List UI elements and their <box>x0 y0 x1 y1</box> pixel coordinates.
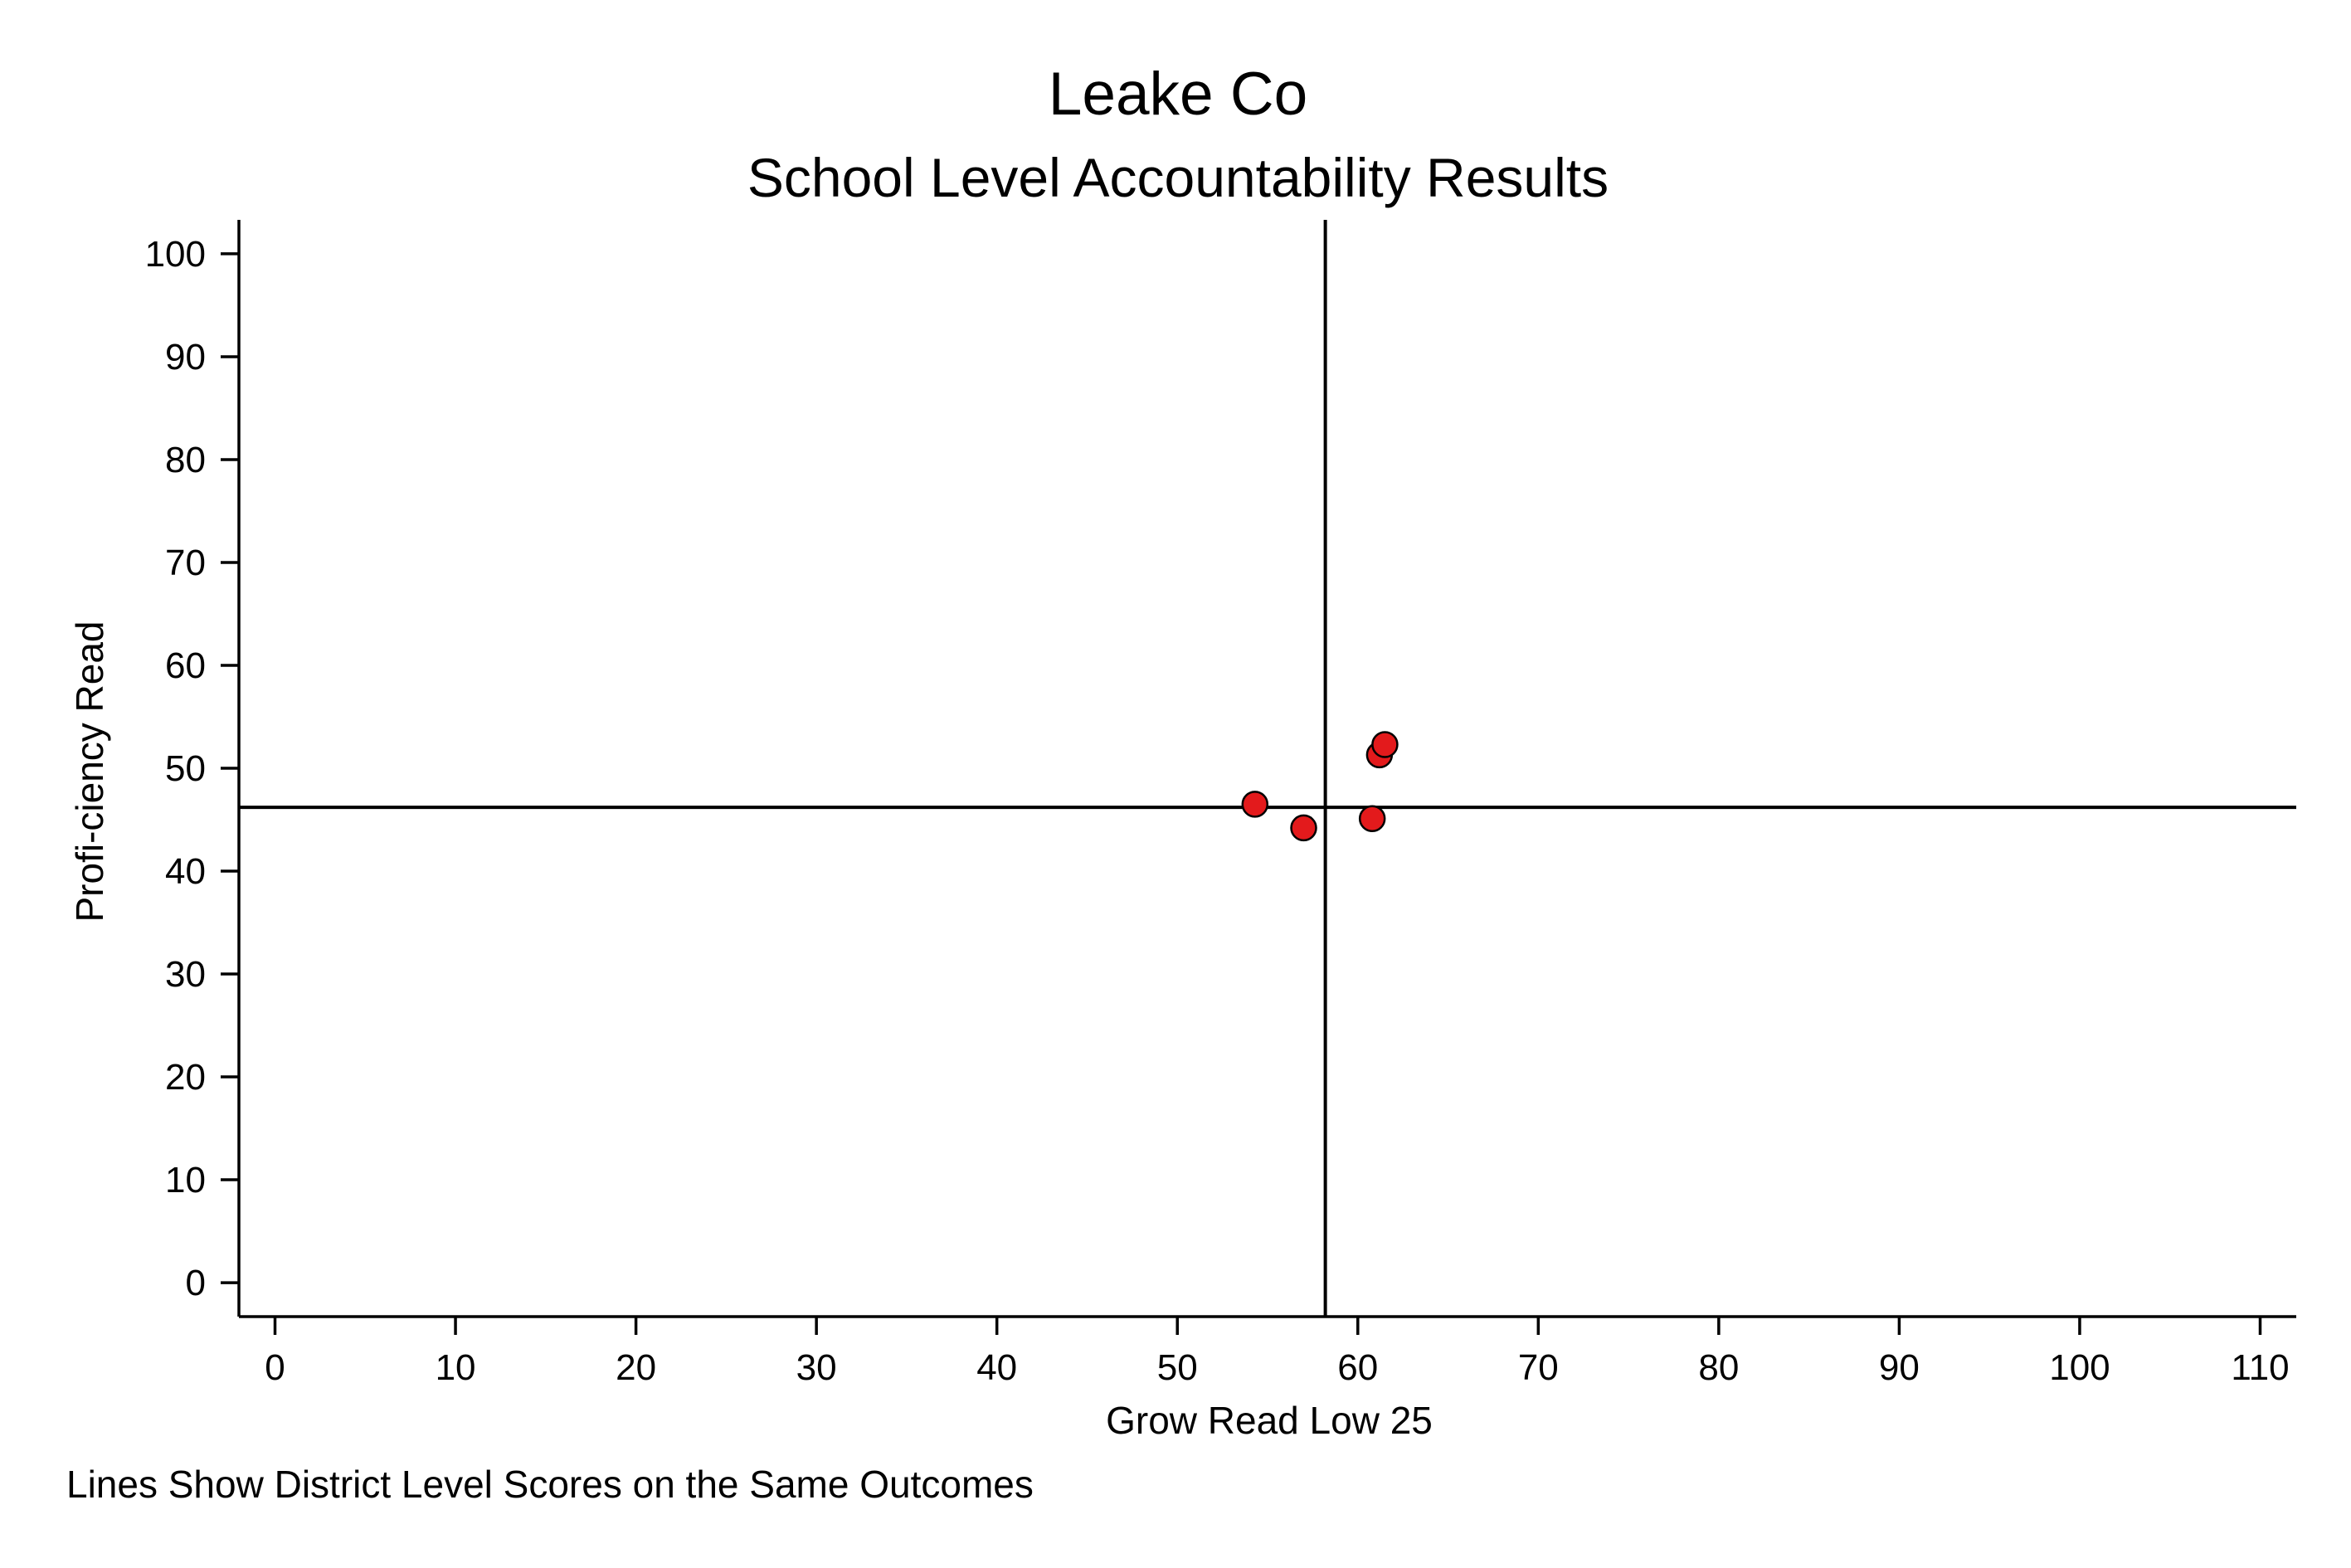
y-tick-label: 100 <box>145 234 206 275</box>
y-tick-label: 90 <box>165 337 206 377</box>
x-tick-label: 10 <box>436 1347 476 1388</box>
y-tick-label: 60 <box>165 645 206 686</box>
y-tick-label: 40 <box>165 851 206 892</box>
x-tick-label: 0 <box>265 1347 285 1388</box>
chart-title: Leake Co <box>1049 61 1308 128</box>
school-data-point <box>1290 814 1317 842</box>
x-tick-label: 100 <box>2049 1347 2110 1388</box>
chart-note: Lines Show District Level Scores on the … <box>66 1463 1034 1506</box>
school-data-point <box>1358 805 1386 833</box>
x-tick-label: 30 <box>796 1347 837 1388</box>
y-tick-label: 20 <box>165 1057 206 1098</box>
x-tick-label: 20 <box>616 1347 656 1388</box>
x-tick-label: 90 <box>1879 1347 1920 1388</box>
y-tick-label: 70 <box>165 543 206 583</box>
x-tick-label: 80 <box>1698 1347 1739 1388</box>
x-axis-label: Grow Read Low 25 <box>1106 1399 1433 1442</box>
plot-area: 0 10 20 30 40 50 60 70 80 90 100 0 10 20 30 40 50 60 70 80 9… <box>145 220 2296 1388</box>
x-tick-label: 70 <box>1518 1347 1559 1388</box>
school-data-point <box>1241 791 1269 818</box>
y-tick-label: 80 <box>165 440 206 480</box>
y-tick-label: 0 <box>186 1263 206 1303</box>
y-tick-label: 10 <box>165 1160 206 1200</box>
y-axis-label: Profi-ciency Read <box>68 621 111 922</box>
y-tick-label: 30 <box>165 954 206 995</box>
x-tick-label: 40 <box>976 1347 1017 1388</box>
school-data-point <box>1371 731 1399 758</box>
x-tick-label: 110 <box>2231 1347 2289 1388</box>
x-tick-label: 50 <box>1157 1347 1198 1388</box>
y-tick-label: 50 <box>165 748 206 789</box>
chart-subtitle: School Level Accountability Results <box>747 147 1609 208</box>
x-tick-label: 60 <box>1337 1347 1378 1388</box>
